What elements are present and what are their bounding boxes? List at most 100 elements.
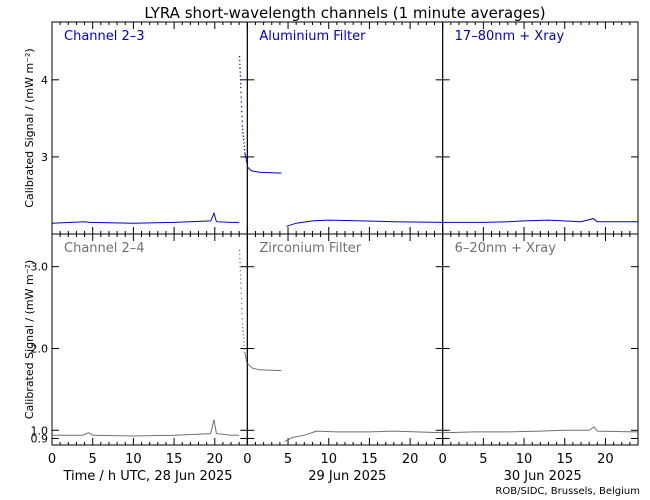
series-point bbox=[241, 110, 243, 113]
series-point bbox=[242, 138, 245, 141]
x-tick-label: 10 bbox=[516, 452, 533, 467]
x-tick-label: 20 bbox=[597, 452, 614, 467]
x-tick-label: 20 bbox=[207, 452, 224, 467]
series-point bbox=[238, 55, 241, 58]
x-axis-label-day2: 29 Jun 2025 bbox=[308, 469, 386, 484]
series-point bbox=[244, 152, 246, 154]
y-tick-label: 4 bbox=[41, 74, 48, 87]
series-point bbox=[243, 348, 246, 350]
y-tick-label: 0.9 bbox=[31, 432, 49, 445]
series-point bbox=[239, 253, 241, 256]
series-point bbox=[240, 106, 243, 108]
series-point bbox=[240, 91, 242, 94]
x-tick-label: 0 bbox=[243, 452, 251, 467]
series-point bbox=[245, 156, 247, 159]
series-point bbox=[240, 96, 242, 98]
series-point bbox=[243, 341, 245, 343]
series-point bbox=[244, 351, 246, 354]
series-point bbox=[239, 82, 242, 85]
y-tick-label: 3.0 bbox=[31, 261, 49, 274]
series-point bbox=[241, 115, 243, 118]
plot-area: 3 4 Channel 2–3 Aluminium Filter 17–80nm + X… bbox=[23, 21, 639, 484]
series-point bbox=[239, 261, 241, 264]
series-point bbox=[242, 333, 245, 336]
series-point bbox=[240, 101, 243, 103]
credit-text: ROB/SIDC, Brussels, Belgium bbox=[495, 486, 640, 497]
series-point bbox=[239, 274, 242, 276]
x-tick-label: 20 bbox=[402, 452, 419, 467]
series-point bbox=[241, 318, 243, 320]
x-tick-label: 5 bbox=[284, 452, 292, 467]
series-line bbox=[246, 166, 282, 174]
series-line bbox=[286, 219, 443, 227]
series-point bbox=[238, 249, 241, 252]
series-point bbox=[241, 125, 244, 127]
series-point bbox=[239, 71, 241, 73]
x-tick-label: 0 bbox=[48, 452, 56, 467]
y-tick-label: 1.0 bbox=[31, 424, 49, 437]
series-point bbox=[239, 79, 242, 81]
series-point bbox=[243, 145, 245, 148]
series-point bbox=[244, 153, 246, 156]
series-line bbox=[442, 426, 639, 434]
x-axis-label-day1: Time / h UTC, 28 Jun 2025 bbox=[62, 469, 232, 484]
series-point bbox=[245, 159, 248, 161]
series-point bbox=[242, 132, 244, 134]
series-point bbox=[244, 354, 247, 357]
series-point bbox=[244, 353, 246, 355]
series-point bbox=[239, 278, 242, 280]
y-axis-label: Calibrated Signal / (mW m⁻²) bbox=[23, 260, 36, 419]
panel-frame bbox=[51, 21, 248, 235]
x-tick-label: 5 bbox=[89, 452, 97, 467]
series-point bbox=[239, 59, 241, 62]
series-point bbox=[239, 67, 241, 69]
panel-label: Aluminium Filter bbox=[259, 29, 366, 44]
series-point bbox=[240, 302, 243, 305]
series-point bbox=[241, 120, 243, 122]
series-point bbox=[240, 86, 242, 89]
series-point bbox=[239, 75, 242, 77]
series-line bbox=[442, 218, 638, 223]
chart-title: LYRA short-wavelength channels (1 minute… bbox=[144, 4, 545, 22]
x-tick-label: 15 bbox=[166, 452, 183, 467]
series-line bbox=[246, 362, 282, 372]
series-point bbox=[239, 266, 241, 268]
series-point bbox=[245, 358, 247, 360]
x-tick-label: 15 bbox=[556, 452, 573, 467]
series-point bbox=[242, 128, 244, 131]
x-axis-label-day3: 30 Jun 2025 bbox=[504, 469, 582, 484]
series-point bbox=[240, 287, 242, 289]
panel-frame bbox=[442, 21, 639, 235]
series-point bbox=[241, 323, 244, 325]
panel-frame bbox=[246, 21, 444, 235]
panel-label: Channel 2–3 bbox=[64, 29, 145, 44]
panel-label: 6–20nm + Xray bbox=[455, 241, 557, 256]
x-tick-label: 0 bbox=[439, 452, 447, 467]
series-point bbox=[245, 359, 248, 361]
series-point bbox=[239, 63, 241, 66]
x-tick-label: 15 bbox=[361, 452, 378, 467]
series-point bbox=[241, 313, 243, 315]
y-tick-label: 3 bbox=[41, 151, 48, 164]
series-line bbox=[51, 211, 240, 224]
series-point bbox=[240, 282, 242, 284]
series-line bbox=[52, 419, 240, 437]
series-point bbox=[242, 135, 245, 137]
x-tick-label: 5 bbox=[479, 452, 487, 467]
series-point bbox=[244, 155, 247, 157]
y-axis-label: Calibrated Signal / (mW m⁻²) bbox=[23, 48, 36, 207]
panel-frame bbox=[246, 233, 444, 446]
series-point bbox=[242, 330, 244, 332]
series-point bbox=[241, 307, 243, 310]
series-line bbox=[284, 430, 443, 443]
panel-frame bbox=[442, 233, 639, 446]
y-tick-label: 2.0 bbox=[31, 342, 49, 355]
panel-label: 17–80nm + Xray bbox=[455, 29, 565, 44]
series-point bbox=[242, 326, 244, 329]
panel-label: Zirconium Filter bbox=[259, 241, 361, 256]
series-point bbox=[243, 344, 245, 347]
panel-label: Channel 2–4 bbox=[64, 241, 145, 256]
x-tick-label: 10 bbox=[320, 452, 337, 467]
series-point bbox=[245, 158, 247, 160]
